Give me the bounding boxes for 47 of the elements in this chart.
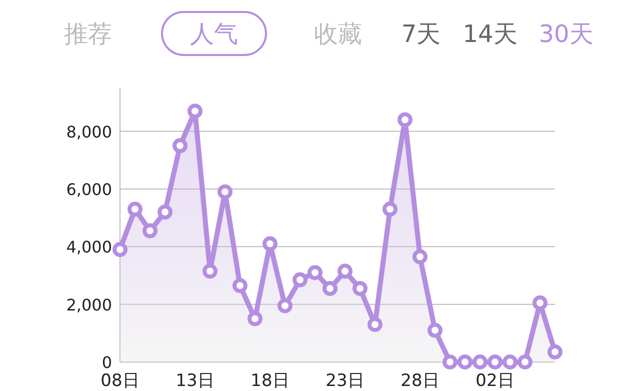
y-tick-label: 6,000 [66, 180, 112, 199]
point [158, 204, 172, 220]
point [352, 280, 368, 296]
point [248, 311, 262, 326]
text: 收藏 [314, 20, 362, 48]
point [262, 236, 278, 252]
text: 7天 [401, 20, 441, 48]
point [218, 184, 232, 200]
point [532, 295, 548, 310]
text: 30天 [538, 20, 594, 48]
text: 推荐 [64, 20, 112, 48]
point [458, 354, 472, 370]
point [112, 242, 128, 258]
point [202, 264, 218, 279]
point [338, 264, 352, 279]
x-tick-label: 02日 [476, 371, 514, 391]
text: 14天 [462, 20, 518, 48]
point [518, 354, 532, 370]
point [128, 202, 142, 217]
point [368, 317, 382, 332]
point [322, 280, 338, 296]
point [308, 265, 322, 280]
y-tick-label: 2,000 [66, 295, 112, 314]
point [488, 354, 502, 370]
x-tick-label: 23日 [326, 371, 364, 391]
point [172, 138, 188, 154]
point [412, 249, 428, 264]
point [188, 104, 202, 119]
point [232, 278, 248, 294]
y-tick-label: 0 [102, 353, 112, 372]
y-tick-label: 8,000 [66, 122, 112, 142]
point [428, 322, 442, 338]
point [382, 202, 398, 217]
text: 人气 [190, 20, 238, 48]
point [278, 298, 292, 314]
point [292, 272, 308, 288]
point [472, 354, 488, 370]
y-tick-label: 4,000 [66, 238, 112, 257]
x-tick-label: 18日 [250, 371, 290, 391]
x-tick-label: 08日 [100, 371, 140, 391]
point [502, 354, 518, 370]
x-tick-label: 28日 [400, 371, 440, 391]
x-tick-label: 13日 [176, 371, 214, 391]
point [142, 223, 158, 238]
point [548, 344, 562, 360]
point [442, 354, 458, 370]
point [398, 112, 412, 128]
